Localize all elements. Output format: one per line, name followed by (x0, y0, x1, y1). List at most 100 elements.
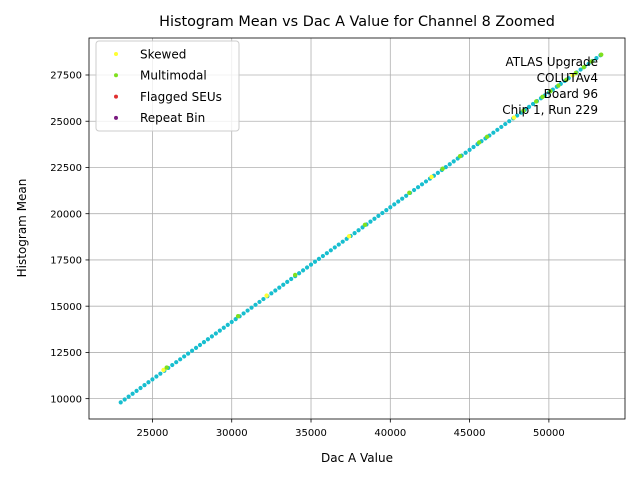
data-point-nominal (122, 397, 127, 402)
data-point-nominal (126, 394, 131, 399)
legend-marker-repeat-bin (114, 115, 118, 120)
data-point-skewed (161, 367, 166, 373)
y-tick-label: 15000 (50, 302, 82, 313)
data-point-multimodal (581, 65, 586, 70)
data-point-skewed (570, 72, 575, 78)
y-tick-label: 27500 (50, 71, 82, 82)
data-point-multimodal (484, 134, 490, 139)
legend-label-repeat-bin: Repeat Bin (140, 111, 205, 125)
chart-title: Histogram Mean vs Dac A Value for Channe… (159, 14, 555, 30)
data-point-nominal (415, 185, 421, 190)
data-point-nominal (423, 179, 429, 184)
data-point-nominal (324, 251, 329, 256)
data-point-nominal (281, 282, 286, 287)
data-point-nominal (400, 196, 405, 201)
data-point-nominal (411, 187, 417, 193)
data-point-nominal (182, 354, 187, 359)
data-point-nominal (213, 331, 218, 336)
data-point-nominal (380, 210, 385, 216)
legend-marker-flagged-seus (114, 94, 118, 99)
data-point-nominal (225, 322, 230, 327)
data-point-nominal (526, 104, 532, 109)
data-point-nominal (304, 265, 310, 270)
data-point-nominal (289, 276, 294, 282)
data-point-multimodal (599, 52, 604, 57)
data-point-nominal (443, 165, 448, 170)
data-point-nominal (447, 162, 452, 167)
plot-frame (88, 37, 626, 420)
data-point-nominal (316, 256, 322, 262)
x-tick-label: 35000 (295, 428, 327, 439)
data-point-nominal (178, 357, 183, 362)
data-point-nominal (297, 271, 302, 276)
data-point-nominal (340, 239, 345, 244)
data-point-nominal (463, 150, 468, 155)
data-point-nominal (356, 228, 361, 233)
data-point-nominal (594, 55, 599, 61)
data-point-skewed (264, 293, 269, 298)
data-point-nominal (503, 121, 508, 127)
data-point-nominal (451, 159, 456, 164)
data-point-nominal (300, 268, 306, 273)
data-point-nominal (328, 248, 333, 253)
y-tick-label: 25000 (50, 117, 82, 128)
data-point-nominal (285, 279, 290, 284)
data-point-multimodal (564, 77, 569, 82)
data-point-nominal (336, 242, 341, 247)
data-point-nominal (404, 193, 409, 198)
data-point-multimodal (533, 99, 539, 104)
y-tick-label: 20000 (50, 209, 82, 220)
data-point-skewed (346, 234, 352, 239)
data-point-multimodal (292, 272, 298, 278)
data-point-nominal (229, 319, 234, 325)
data-point-nominal (269, 291, 274, 296)
legend-label-multimodal: Multimodal (140, 69, 207, 83)
data-point-nominal (277, 285, 282, 290)
data-point-multimodal (235, 313, 241, 319)
data-point-nominal (392, 202, 397, 207)
legend-label-flagged-seus: Flagged SEUs (140, 90, 222, 104)
data-point-multimodal (164, 365, 169, 370)
data-point-nominal (376, 213, 381, 218)
data-point-nominal (372, 216, 377, 221)
data-point-skewed (511, 115, 517, 120)
data-point-nominal (578, 67, 583, 72)
data-point-nominal (253, 302, 258, 307)
data-point-nominal (193, 345, 199, 350)
data-point-multimodal (589, 59, 594, 64)
data-point-nominal (233, 317, 238, 322)
data-point-nominal (209, 334, 214, 339)
data-point-nominal (249, 305, 254, 310)
legend: Skewed Multimodal Flagged SEUs Repeat Bin (95, 40, 240, 132)
y-tick-label: 22500 (50, 163, 82, 174)
legend-marker-skewed (114, 52, 118, 56)
data-point-multimodal (540, 94, 545, 100)
data-point-multimodal (407, 190, 412, 196)
legend-label-skewed: Skewed (140, 47, 186, 61)
data-point-multimodal (362, 222, 368, 228)
data-point-nominal (189, 348, 195, 353)
data-point-nominal (435, 170, 440, 175)
annotation-line-3: Board 96 (544, 87, 598, 101)
data-point-nominal (118, 400, 123, 405)
x-tick-label: 45000 (454, 428, 486, 439)
data-point-nominal (273, 288, 278, 293)
data-point-nominal (499, 124, 504, 130)
data-point-nominal (467, 147, 472, 152)
legend-box (95, 40, 240, 132)
data-point-nominal (332, 245, 337, 250)
data-point-nominal (197, 342, 203, 348)
data-point-multimodal (457, 153, 463, 159)
annotation-line-2: COLUTAv4 (537, 71, 598, 85)
data-point-nominal (495, 127, 500, 132)
data-point-multimodal (440, 166, 445, 171)
data-point-nominal (138, 385, 143, 391)
y-tick-label: 12500 (50, 348, 82, 359)
annotation-line-4: Chip 1, Run 229 (502, 103, 598, 117)
data-point-nominal (221, 325, 226, 330)
data-point-nominal (507, 119, 512, 124)
board-annotation: ATLAS Upgrade COLUTAv4 Board 96 Chip 1, … (502, 55, 598, 117)
data-point-nominal (217, 328, 222, 333)
x-axis-label: Dac A Value (321, 451, 393, 465)
